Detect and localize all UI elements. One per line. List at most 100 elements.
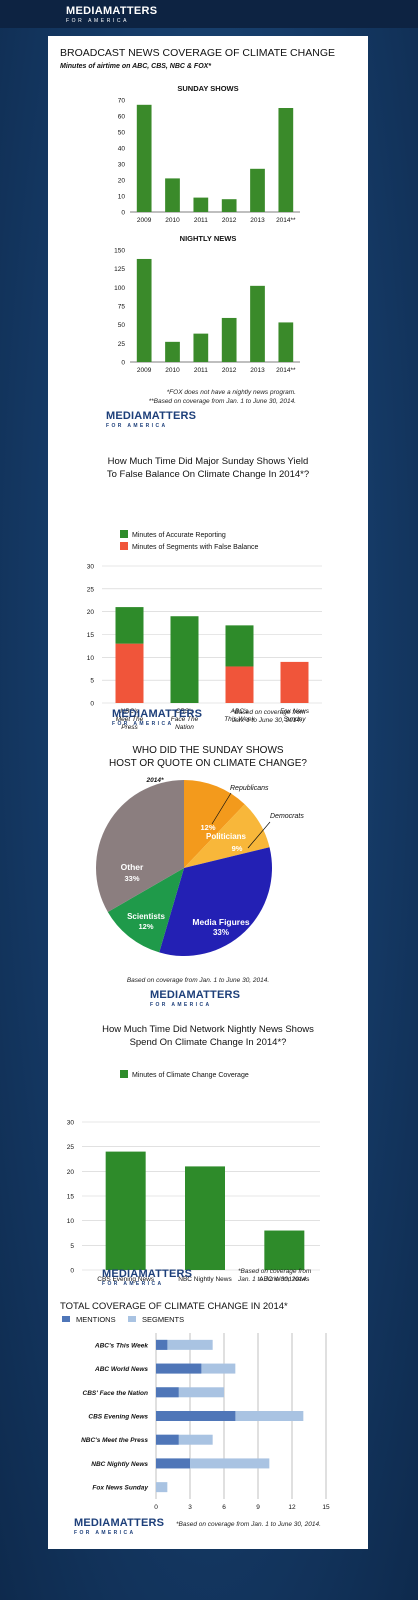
total-coverage-chart: MENTIONS SEGMENTS 0 3 6 9 12 15 ABC's This Week A… <box>62 1315 330 1511</box>
section3-logo-sub: FOR AMERICA <box>150 1002 212 1008</box>
x-tick-label: 9 <box>256 1504 260 1511</box>
y-tick-label: 0 <box>121 210 125 217</box>
section4-logo-sub: FOR AMERICA <box>102 1281 164 1287</box>
y-tick-label: 10 <box>118 194 126 201</box>
section3-title-line1: WHO DID THE SUNDAY SHOWS <box>132 745 283 756</box>
x-tick-label: CBS's <box>176 708 195 715</box>
pie-slice-value: 33% <box>124 874 139 883</box>
section2-svg: How Much Time Did Major Sunday Shows Yie… <box>87 456 322 731</box>
x-tick-label: 2009 <box>137 367 152 374</box>
section3-logo-text: MEDIAMATTERS <box>150 989 241 1001</box>
section2-logo[interactable]: MEDIAMATTERS FOR AMERICA <box>112 709 202 729</box>
section1-logo-text: MEDIAMATTERS <box>106 410 197 422</box>
y-category-label: ABC's This Week <box>94 1342 148 1349</box>
section4-svg: How Much Time Did Network Nightly News S… <box>67 1024 320 1283</box>
x-tick-label: 2013 <box>250 367 265 374</box>
bar-mentions <box>156 1387 179 1398</box>
section3-logo[interactable]: MEDIAMATTERS FOR AMERICA <box>150 990 240 1010</box>
x-tick-label: 2009 <box>137 217 152 224</box>
section4-footnote: *Based on coverage from Jan. 1 to June 3… <box>238 1268 311 1284</box>
pie-slice-label: Scientists <box>127 912 165 921</box>
section1-svg: BROADCAST NEWS COVERAGE OF CLIMATE CHANG… <box>60 47 335 405</box>
section3-svg: WHO DID THE SUNDAY SHOWS HOST OR QUOTE O… <box>96 745 307 984</box>
section5-logo[interactable]: MEDIAMATTERS FOR AMERICA <box>74 1518 164 1538</box>
bar <box>250 168 265 212</box>
pie-slice-value: 9% <box>232 844 243 853</box>
bar-mentions <box>156 1411 236 1421</box>
bar <box>221 199 237 212</box>
pie-slice <box>96 780 184 912</box>
section5-title: TOTAL COVERAGE OF CLIMATE CHANGE IN 2014… <box>60 1301 288 1312</box>
x-tick-label: 6 <box>222 1504 226 1511</box>
y-tick-label: 10 <box>67 1218 75 1225</box>
bar-accurate <box>225 625 254 667</box>
callout-label: Republicans <box>230 785 269 792</box>
section2-logo-sub: FOR AMERICA <box>112 721 174 727</box>
legend-swatch <box>120 530 128 538</box>
section4-logo[interactable]: MEDIAMATTERS FOR AMERICA <box>102 1269 192 1289</box>
x-tick-label: ABC World News <box>259 1276 310 1283</box>
legend-swatch <box>62 1316 70 1322</box>
section1-logo-sub: FOR AMERICA <box>106 423 168 429</box>
section4-title-line2: Spend On Climate Change In 2014*? <box>130 1037 287 1048</box>
bar-segments <box>156 1458 270 1469</box>
y-tick-label: 60 <box>118 114 126 121</box>
section5-footnote: *Based on coverage from Jan. 1 to June 3… <box>176 1521 321 1529</box>
section1-footnote1: *FOX does not have a nightly news progra… <box>167 389 297 396</box>
legend-swatch <box>120 1070 128 1078</box>
bar-false-balance <box>280 661 309 703</box>
x-tick-label: 2010 <box>165 217 180 224</box>
section5-svg: TOTAL COVERAGE OF CLIMATE CHANGE IN 2014… <box>60 1301 330 1511</box>
x-tick-label: 2014** <box>276 217 296 224</box>
bar-mentions <box>156 1458 190 1469</box>
pie-slice-label: Other <box>121 862 144 872</box>
section1-logo[interactable]: MEDIAMATTERS FOR AMERICA <box>106 411 196 431</box>
section5-footnote-text: *Based on coverage from Jan. 1 to June 3… <box>176 1521 321 1528</box>
x-tick-label: 2014** <box>276 367 296 374</box>
section2-title-line1: How Much Time Did Major Sunday Shows Yie… <box>108 456 309 467</box>
pie-slice-value: 12% <box>138 922 153 931</box>
bar-false-balance <box>115 643 144 703</box>
x-tick-label: 0 <box>154 1504 158 1511</box>
y-tick-label: 5 <box>70 1243 74 1250</box>
y-tick-label: 100 <box>114 285 125 292</box>
section4-title-line1: How Much Time Did Network Nightly News S… <box>102 1024 314 1035</box>
y-tick-label: 50 <box>118 322 126 329</box>
pie-year-label: 2014* <box>146 777 164 784</box>
bar <box>136 104 152 212</box>
bar <box>221 317 237 362</box>
nightly-coverage-chart: Minutes of Climate Change Coverage 0 5 10 15… <box>67 1070 320 1283</box>
y-tick-label: 20 <box>118 178 126 185</box>
x-tick-label: This Week <box>224 716 255 723</box>
header-logo[interactable]: MEDIAMATTERS FOR AMERICA <box>66 6 157 26</box>
y-tick-label: 10 <box>87 655 95 662</box>
y-tick-label: 5 <box>90 678 94 685</box>
x-tick-label: 2012 <box>222 217 237 224</box>
bar <box>165 341 180 362</box>
y-tick-label: 0 <box>70 1268 74 1275</box>
y-category-label: NBC's Meet the Press <box>81 1437 148 1444</box>
y-tick-label: 0 <box>90 701 94 708</box>
y-category-label: ABC World News <box>94 1366 148 1373</box>
section5-logo-text: MEDIAMATTERS <box>74 1517 165 1529</box>
x-tick-label: NBC Nightly News <box>178 1276 232 1283</box>
section2-footnote: *Based on coverage from Jan. 1 to June 3… <box>232 709 305 725</box>
y-tick-label: 15 <box>67 1194 75 1201</box>
bar <box>185 1166 225 1270</box>
x-tick-label: 2011 <box>194 217 208 224</box>
x-tick-label: 2010 <box>165 367 180 374</box>
legend-label: MENTIONS <box>76 1315 116 1324</box>
x-tick-label: Meet The <box>116 716 144 723</box>
bar-accurate <box>115 607 144 644</box>
bar-segments <box>156 1482 168 1493</box>
legend-swatch <box>128 1316 136 1322</box>
legend-swatch <box>120 542 128 550</box>
x-tick-label: 2013 <box>250 217 265 224</box>
x-tick-label: CBS Evening News <box>97 1276 154 1283</box>
section2-title-line2: To False Balance On Climate Change In 20… <box>107 469 309 480</box>
section3-title-line2: HOST OR QUOTE ON CLIMATE CHANGE? <box>109 758 307 769</box>
bar-segments <box>156 1434 213 1445</box>
chart-title: NIGHTLY NEWS <box>180 234 237 243</box>
pie-slice <box>184 804 270 868</box>
header-logo-text: MEDIAMATTERS <box>66 5 158 17</box>
